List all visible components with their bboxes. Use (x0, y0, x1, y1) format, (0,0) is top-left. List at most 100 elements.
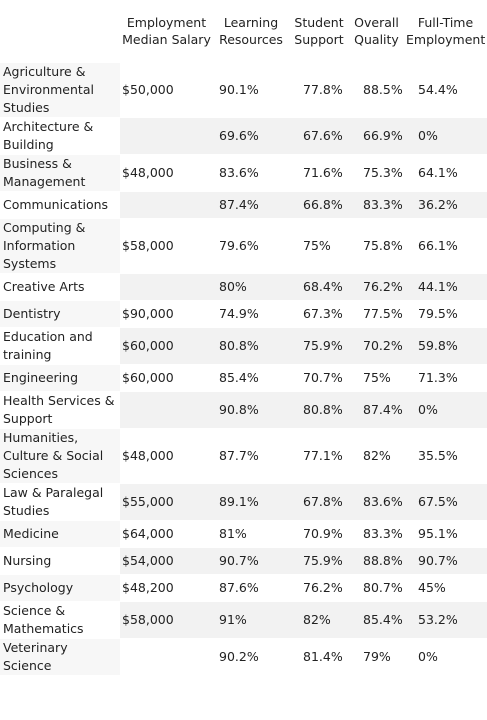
row-salary: $60,000 (120, 365, 213, 391)
row-student-support: 75.9% (289, 328, 349, 364)
row-salary: $58,000 (120, 219, 213, 273)
row-student-support: 82% (289, 602, 349, 638)
row-learning-resources: 83.6% (213, 155, 289, 191)
row-overall-quality: 76.2% (349, 274, 404, 300)
row-student-support: 67.6% (289, 118, 349, 154)
row-student-support: 67.8% (289, 484, 349, 520)
row-learning-resources: 69.6% (213, 118, 289, 154)
row-salary (120, 274, 213, 300)
row-full-time-employment: 66.1% (404, 219, 487, 273)
row-student-support: 66.8% (289, 192, 349, 218)
header-category (0, 0, 120, 62)
row-student-support: 75.9% (289, 548, 349, 574)
row-full-time-employment: 35.5% (404, 429, 487, 483)
table-row: Dentistry $90,000 74.9% 67.3% 77.5% 79.5% (0, 301, 487, 327)
row-full-time-employment: 59.8% (404, 328, 487, 364)
header-overall-quality: Overall Quality (354, 15, 399, 47)
row-student-support: 77.8% (289, 63, 349, 117)
row-learning-resources: 90.1% (213, 63, 289, 117)
row-student-support: 68.4% (289, 274, 349, 300)
row-learning-resources: 90.2% (213, 639, 289, 675)
row-student-support: 75% (289, 219, 349, 273)
table-row: Engineering $60,000 85.4% 70.7% 75% 71.3% (0, 365, 487, 391)
table-row: Nursing $54,000 90.7% 75.9% 88.8% 90.7% (0, 548, 487, 574)
row-salary: $48,000 (120, 155, 213, 191)
row-category: Dentistry (0, 301, 120, 327)
row-category: Business & Management (0, 155, 120, 191)
row-category: Education and training (0, 328, 120, 364)
row-category: Health Services & Support (0, 392, 120, 428)
table-row: Creative Arts 80% 68.4% 76.2% 44.1% (0, 274, 487, 300)
table-row: Veterinary Science 90.2% 81.4% 79% 0% (0, 639, 487, 675)
row-salary: $64,000 (120, 521, 213, 547)
row-category: Communications (0, 192, 120, 218)
row-overall-quality: 80.7% (349, 575, 404, 601)
row-learning-resources: 74.9% (213, 301, 289, 327)
row-full-time-employment: 71.3% (404, 365, 487, 391)
row-learning-resources: 90.7% (213, 548, 289, 574)
table-row: Business & Management $48,000 83.6% 71.6% 75… (0, 155, 487, 191)
row-overall-quality: 70.2% (349, 328, 404, 364)
row-overall-quality: 75.8% (349, 219, 404, 273)
row-overall-quality: 87.4% (349, 392, 404, 428)
table-row: Health Services & Support 90.8% 80.8% 87.4%… (0, 392, 487, 428)
row-category: Architecture & Building (0, 118, 120, 154)
row-category: Nursing (0, 548, 120, 574)
row-salary (120, 192, 213, 218)
table-row: Psychology $48,200 87.6% 76.2% 80.7% 45% (0, 575, 487, 601)
row-overall-quality: 88.5% (349, 63, 404, 117)
table-row: Architecture & Building 69.6% 67.6% 66.9% 0% (0, 118, 487, 154)
results-table: Employment Median Salary Learning Resour… (0, 0, 487, 675)
row-full-time-employment: 0% (404, 639, 487, 675)
row-category: Veterinary Science (0, 639, 120, 675)
row-full-time-employment: 44.1% (404, 274, 487, 300)
row-learning-resources: 87.6% (213, 575, 289, 601)
header-student-support: Student Support (294, 15, 344, 47)
row-salary: $58,000 (120, 602, 213, 638)
row-overall-quality: 79% (349, 639, 404, 675)
row-full-time-employment: 64.1% (404, 155, 487, 191)
row-learning-resources: 87.7% (213, 429, 289, 483)
row-student-support: 70.7% (289, 365, 349, 391)
row-salary: $48,000 (120, 429, 213, 483)
row-full-time-employment: 0% (404, 392, 487, 428)
table-row: Computing & Information Systems $58,000 79… (0, 219, 487, 273)
row-learning-resources: 80% (213, 274, 289, 300)
table-row: Medicine $64,000 81% 70.9% 83.3% 95.1% (0, 521, 487, 547)
row-category: Law & Paralegal Studies (0, 484, 120, 520)
row-overall-quality: 82% (349, 429, 404, 483)
row-learning-resources: 89.1% (213, 484, 289, 520)
row-overall-quality: 75% (349, 365, 404, 391)
row-learning-resources: 80.8% (213, 328, 289, 364)
table-row: Education and training $60,000 80.8% 75.9% 7… (0, 328, 487, 364)
header-salary: Employment Median Salary (122, 15, 211, 47)
row-full-time-employment: 95.1% (404, 521, 487, 547)
row-category: Agriculture & Environmental Studies (0, 63, 120, 117)
row-overall-quality: 88.8% (349, 548, 404, 574)
row-category: Humanities, Culture & Social Sciences (0, 429, 120, 483)
row-student-support: 76.2% (289, 575, 349, 601)
row-salary (120, 392, 213, 428)
row-student-support: 77.1% (289, 429, 349, 483)
row-salary: $48,200 (120, 575, 213, 601)
row-learning-resources: 90.8% (213, 392, 289, 428)
row-full-time-employment: 0% (404, 118, 487, 154)
table-row: Law & Paralegal Studies $55,000 89.1% 67.8%… (0, 484, 487, 520)
row-student-support: 67.3% (289, 301, 349, 327)
row-learning-resources: 91% (213, 602, 289, 638)
row-full-time-employment: 36.2% (404, 192, 487, 218)
row-learning-resources: 87.4% (213, 192, 289, 218)
row-salary: $55,000 (120, 484, 213, 520)
row-full-time-employment: 54.4% (404, 63, 487, 117)
header-full-time-employment: Full-Time Employment (406, 15, 486, 47)
row-category: Medicine (0, 521, 120, 547)
row-salary (120, 639, 213, 675)
row-category: Computing & Information Systems (0, 219, 120, 273)
row-salary: $60,000 (120, 328, 213, 364)
row-overall-quality: 83.6% (349, 484, 404, 520)
table-body: Agriculture & Environmental Studies $50,0… (0, 63, 487, 675)
table-row: Humanities, Culture & Social Sciences $48… (0, 429, 487, 483)
row-salary: $54,000 (120, 548, 213, 574)
row-salary (120, 118, 213, 154)
header-row: Employment Median Salary Learning Resour… (0, 0, 487, 62)
